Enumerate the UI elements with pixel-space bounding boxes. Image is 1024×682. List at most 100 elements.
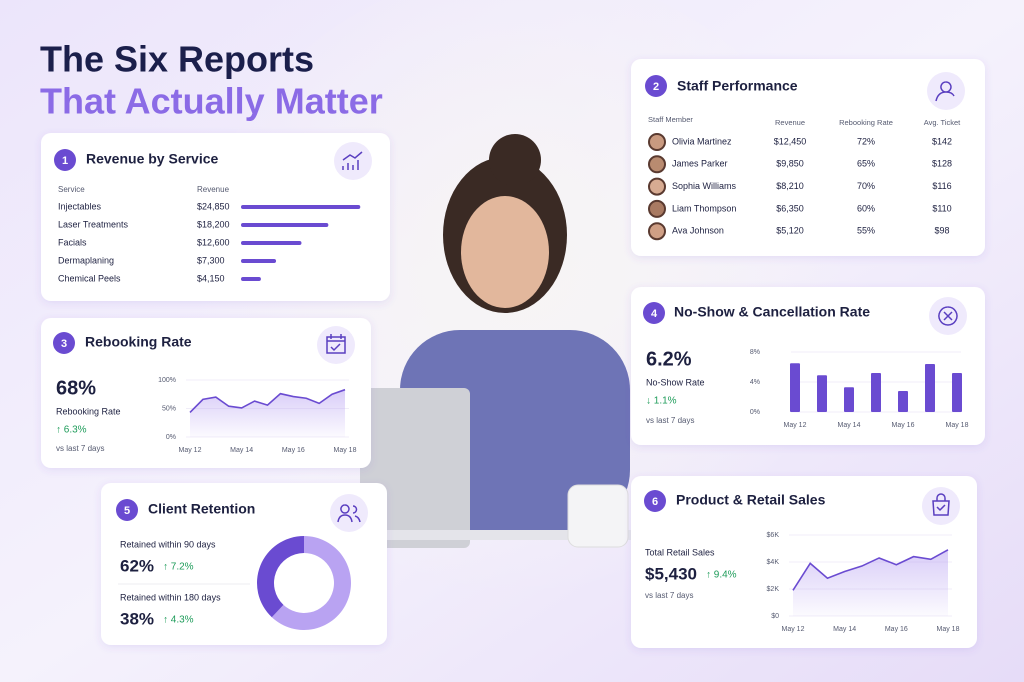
area-fill: [190, 389, 345, 437]
donut-segment: [271, 536, 352, 630]
column-header: Rebooking Rate: [839, 118, 893, 127]
retention-card: 5 Client Retention: [101, 483, 387, 645]
table-cell: James Parker: [672, 159, 728, 169]
table-cell: $98: [934, 226, 949, 236]
y-tick-label: 50%: [162, 405, 176, 412]
area-fill: [793, 549, 948, 616]
icon: [932, 493, 950, 516]
table-cell: Liam Thompson: [672, 203, 736, 213]
table-cell: $116: [932, 181, 951, 191]
value-label: $18,200: [197, 219, 230, 229]
table-cell: 65%: [857, 159, 875, 169]
avatar: [648, 155, 666, 174]
x-tick-label: May 12: [782, 626, 805, 633]
table-cell: 60%: [857, 203, 875, 213]
table-cell: Ava Johnson: [672, 226, 724, 236]
card-title: Rebooking Rate: [85, 334, 192, 350]
kpi-label: Total Retail Sales: [645, 547, 715, 557]
page-subtitle: That Actually Matter: [40, 81, 383, 122]
table-cell: $128: [932, 159, 952, 169]
x-tick-label: May 14: [230, 447, 253, 454]
x-tick-label: May 14: [838, 422, 861, 429]
x-tick-label: May 16: [892, 422, 915, 429]
kpi-label: No-Show Rate: [646, 377, 705, 387]
table-cell: $6,350: [776, 203, 804, 213]
kpi-value: $5,430: [645, 564, 697, 583]
y-tick-label: 100%: [158, 377, 176, 384]
card-title: Product & Retail Sales: [676, 492, 826, 508]
bar: [871, 373, 881, 412]
column-header: Revenue: [197, 185, 230, 194]
bar: [817, 375, 827, 412]
donut-segment: [257, 536, 304, 618]
icon: [326, 334, 346, 354]
kpi-period: vs last 7 days: [56, 444, 104, 453]
icon: [337, 504, 361, 523]
retention-label: Retained within 90 days: [120, 539, 216, 549]
icon: [938, 306, 958, 326]
y-tick-label: $4K: [767, 559, 780, 566]
kpi-label: Rebooking Rate: [56, 406, 121, 416]
y-tick-label: 8%: [750, 349, 760, 356]
bar: [241, 223, 329, 227]
row-label: Chemical Peels: [58, 273, 121, 283]
card-title: No-Show & Cancellation Rate: [674, 304, 870, 320]
kpi-period: vs last 7 days: [646, 416, 694, 425]
avatar: [648, 199, 666, 218]
line: [792, 549, 949, 591]
column-header: Staff Member: [648, 115, 693, 124]
x-tick-label: May 12: [179, 447, 202, 454]
revenue-card: 1 Revenue by Service Service Revenue: [41, 133, 390, 301]
x-tick-label: May 14: [833, 626, 856, 633]
line: [189, 388, 346, 414]
bar: [790, 363, 800, 412]
y-tick-label: $6K: [767, 532, 780, 539]
y-tick-label: 0%: [750, 409, 760, 416]
x-tick-label: May 18: [946, 422, 969, 429]
kpi-change: ↑ 9.4%: [706, 570, 737, 581]
kpi-change: ↓ 1.1%: [646, 396, 677, 407]
value-label: $12,600: [197, 237, 230, 247]
table-cell: Sophia Williams: [672, 181, 737, 191]
value-label: $7,300: [197, 255, 225, 265]
table-cell: $12,450: [774, 136, 807, 146]
column-header: Service: [58, 185, 85, 194]
page-title: The Six Reports: [40, 39, 314, 80]
badge: 3: [61, 338, 67, 350]
row-label: Injectables: [58, 201, 102, 211]
column-header: Revenue: [775, 118, 805, 127]
table-cell: $142: [932, 136, 952, 146]
y-tick-label: 4%: [750, 379, 760, 386]
badge: 4: [651, 308, 658, 320]
retention-value: 62%: [120, 556, 154, 575]
bar: [241, 277, 261, 281]
card-title: Client Retention: [148, 501, 255, 517]
table-cell: $5,120: [776, 226, 804, 236]
row-label: Dermaplaning: [58, 255, 114, 265]
table-cell: $9,850: [776, 159, 804, 169]
avatar: [648, 133, 666, 151]
bar: [241, 241, 302, 245]
table-cell: 70%: [857, 181, 875, 191]
kpi-change: ↑ 6.3%: [56, 425, 87, 436]
avatar: [648, 222, 666, 241]
badge: 5: [124, 505, 130, 517]
table-cell: Olivia Martinez: [672, 136, 732, 146]
y-tick-label: $2K: [767, 586, 780, 593]
bar: [241, 205, 361, 209]
badge: 1: [62, 155, 68, 167]
retention-label: Retained within 180 days: [120, 592, 221, 602]
table-cell: 55%: [857, 226, 875, 236]
retention-change: ↑ 7.2%: [163, 562, 194, 573]
y-tick-label: 0%: [166, 434, 176, 441]
noshow-card: 4 No-Show & Cancellation Rate 6.2% No-Sh…: [631, 287, 985, 445]
retention-change: ↑ 4.3%: [163, 615, 194, 626]
table-cell: $110: [932, 203, 951, 213]
x-tick-label: May 16: [282, 447, 305, 454]
rebooking-card: 3 Rebooking Rate 68% Rebooking Rate ↑ 6.…: [41, 318, 371, 468]
card-title: Staff Performance: [677, 78, 798, 94]
x-tick-label: May 16: [885, 626, 908, 633]
x-tick-label: May 12: [784, 422, 807, 429]
table-cell: $8,210: [776, 181, 804, 191]
